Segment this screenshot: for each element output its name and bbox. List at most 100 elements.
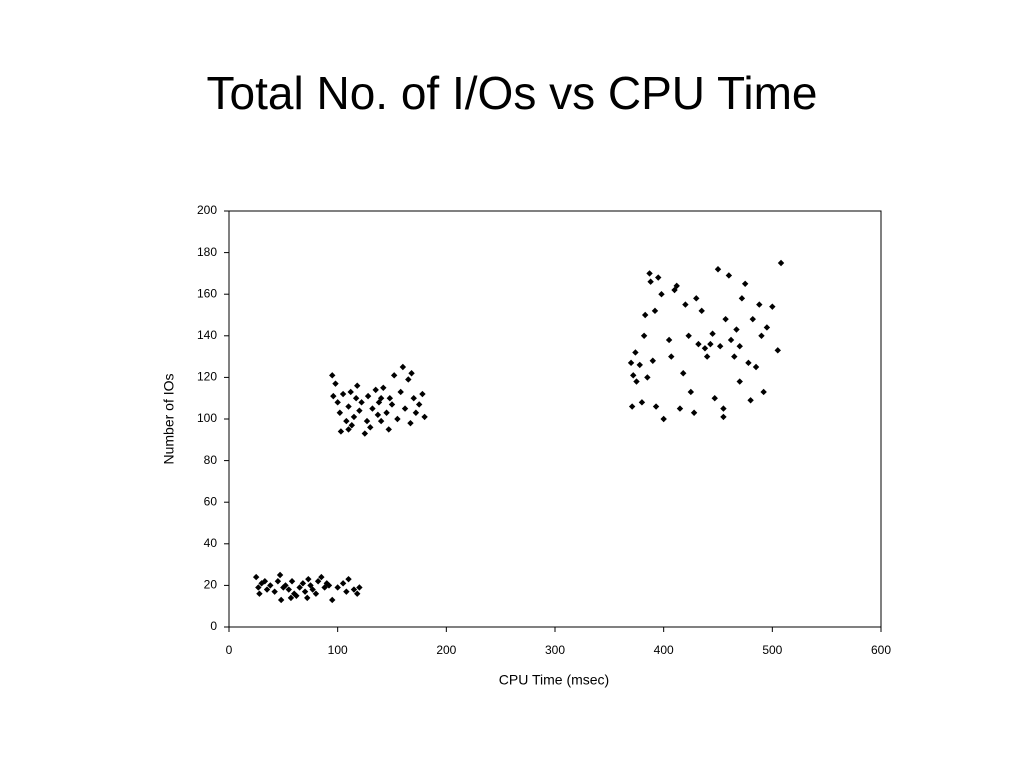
- point: [630, 372, 637, 379]
- point: [636, 361, 643, 369]
- point: [680, 370, 687, 377]
- point: [287, 594, 295, 602]
- point: [651, 307, 659, 315]
- point: [722, 315, 729, 323]
- point: [738, 295, 746, 302]
- y-tick-label: 60: [204, 494, 218, 508]
- point: [419, 390, 426, 398]
- point: [369, 405, 376, 412]
- point: [720, 405, 727, 412]
- point: [361, 430, 369, 437]
- point: [330, 392, 337, 400]
- point: [709, 330, 716, 337]
- point: [707, 340, 714, 348]
- point: [354, 590, 361, 597]
- point: [380, 384, 387, 391]
- point: [323, 580, 330, 587]
- point: [731, 353, 738, 360]
- point: [350, 413, 358, 421]
- point: [760, 388, 767, 396]
- point: [397, 388, 404, 396]
- point: [291, 590, 298, 597]
- point: [352, 395, 360, 402]
- x-tick-label: 500: [762, 643, 782, 657]
- point: [258, 580, 265, 587]
- point: [745, 359, 752, 367]
- point: [720, 413, 727, 421]
- point: [716, 343, 724, 350]
- point: [655, 274, 662, 281]
- point: [383, 409, 390, 416]
- y-tick-label: 160: [197, 286, 217, 300]
- point: [372, 386, 379, 394]
- point: [752, 363, 760, 371]
- point: [309, 586, 316, 593]
- point: [256, 590, 263, 597]
- point: [415, 401, 423, 408]
- point: [325, 582, 333, 589]
- point: [777, 259, 785, 267]
- x-axis-label: CPU Time (msec): [499, 672, 609, 688]
- y-tick-label: 200: [197, 203, 217, 217]
- point: [350, 586, 358, 593]
- x-tick-label: 200: [436, 643, 456, 657]
- point: [354, 382, 361, 389]
- y-axis-label: Number of IOs: [161, 373, 177, 464]
- point: [274, 578, 282, 585]
- y-tick-label: 40: [204, 536, 218, 550]
- point: [329, 372, 336, 379]
- point: [774, 347, 781, 354]
- point: [749, 315, 756, 323]
- point: [758, 332, 765, 339]
- point: [337, 428, 345, 435]
- y-tick-label: 140: [197, 328, 217, 342]
- point: [690, 409, 698, 416]
- point: [682, 301, 689, 308]
- point: [385, 426, 392, 433]
- point: [255, 584, 262, 591]
- point: [698, 307, 705, 315]
- point: [345, 426, 352, 433]
- y-tick-label: 100: [197, 411, 217, 425]
- point: [736, 343, 743, 350]
- point: [367, 424, 374, 431]
- point: [334, 399, 341, 406]
- point: [640, 332, 648, 339]
- point: [769, 303, 776, 310]
- point: [401, 405, 409, 412]
- point: [687, 388, 695, 396]
- point: [695, 340, 702, 348]
- point: [282, 582, 289, 589]
- point: [652, 403, 660, 410]
- point: [374, 411, 382, 419]
- x-tick-label: 600: [871, 643, 891, 657]
- point: [628, 403, 636, 410]
- x-tick-label: 0: [226, 643, 233, 657]
- point: [345, 403, 352, 410]
- point: [336, 409, 344, 416]
- point: [633, 378, 640, 385]
- point: [343, 588, 350, 595]
- point: [668, 353, 675, 360]
- point: [714, 266, 722, 273]
- point: [390, 372, 398, 379]
- point: [763, 324, 771, 331]
- point: [632, 349, 639, 356]
- point: [261, 578, 269, 585]
- point: [301, 588, 309, 595]
- point: [343, 417, 350, 425]
- point: [339, 390, 347, 398]
- x-tick-label: 100: [328, 643, 348, 657]
- point: [647, 278, 654, 285]
- point: [377, 395, 385, 402]
- point: [701, 345, 709, 352]
- point: [676, 405, 684, 412]
- point: [665, 336, 673, 344]
- y-tick-label: 20: [204, 578, 218, 592]
- point: [727, 336, 735, 344]
- point: [334, 584, 341, 591]
- y-tick-label: 120: [197, 370, 217, 384]
- point: [412, 409, 420, 416]
